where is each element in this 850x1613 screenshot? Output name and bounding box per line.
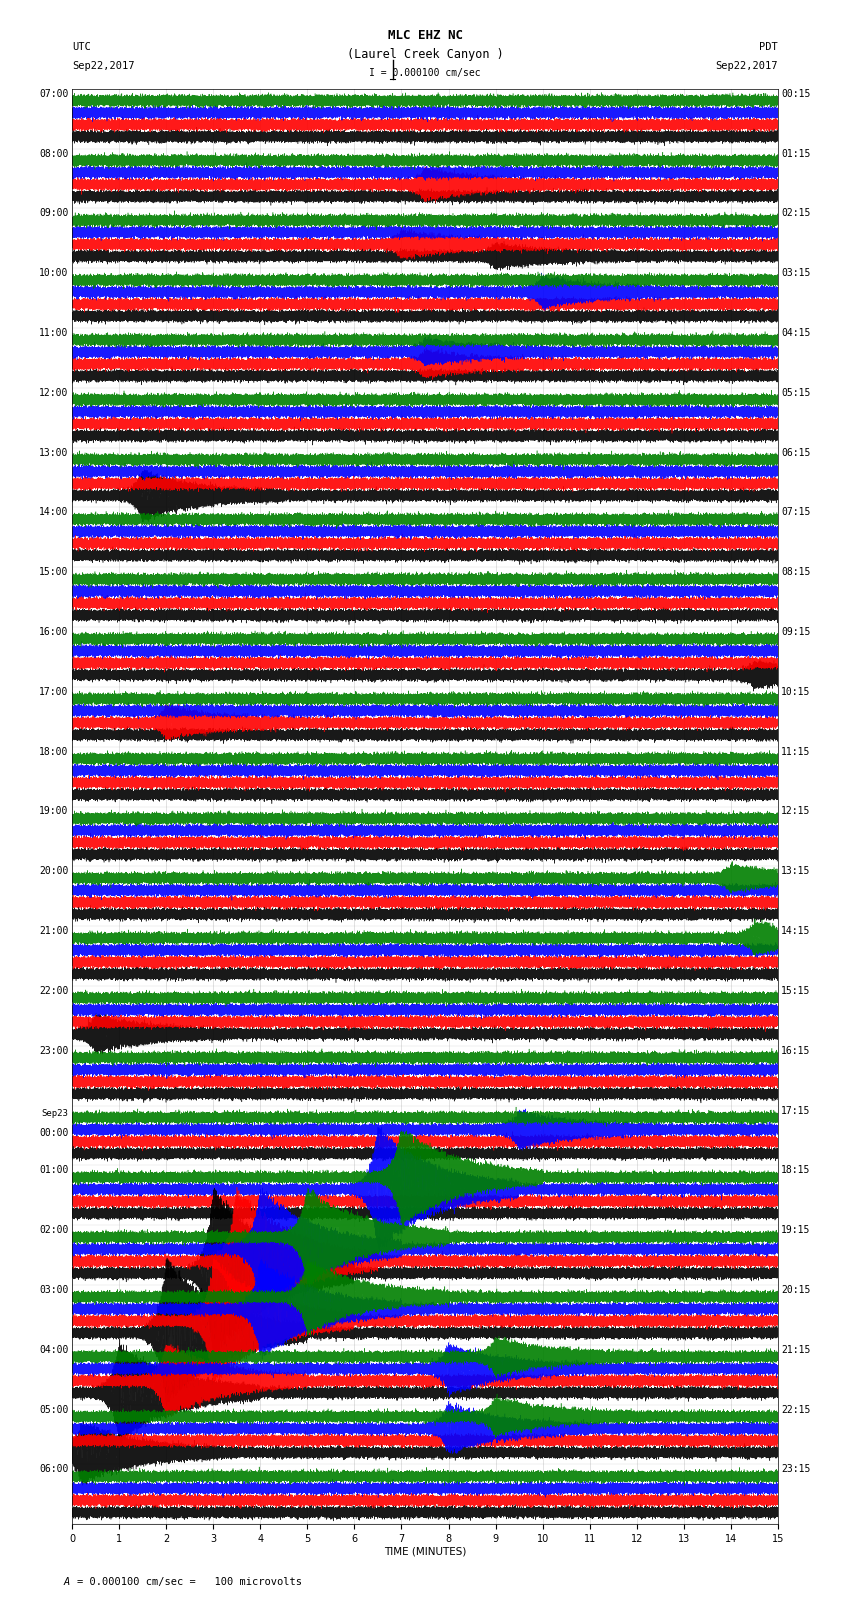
Text: 07:15: 07:15 xyxy=(781,508,811,518)
Text: 01:15: 01:15 xyxy=(781,148,811,158)
Text: 23:00: 23:00 xyxy=(39,1045,69,1057)
Text: 07:00: 07:00 xyxy=(39,89,69,98)
Text: UTC: UTC xyxy=(72,42,91,52)
Text: 05:15: 05:15 xyxy=(781,387,811,398)
Text: 01:00: 01:00 xyxy=(39,1165,69,1176)
Text: 00:15: 00:15 xyxy=(781,89,811,98)
Text: 17:15: 17:15 xyxy=(781,1105,811,1116)
Text: 19:15: 19:15 xyxy=(781,1226,811,1236)
Text: PDT: PDT xyxy=(759,42,778,52)
Text: 20:15: 20:15 xyxy=(781,1286,811,1295)
Text: MLC EHZ NC: MLC EHZ NC xyxy=(388,29,462,42)
Text: 08:00: 08:00 xyxy=(39,148,69,158)
Text: 14:15: 14:15 xyxy=(781,926,811,936)
Text: 18:00: 18:00 xyxy=(39,747,69,756)
Text: 23:15: 23:15 xyxy=(781,1465,811,1474)
Text: 11:15: 11:15 xyxy=(781,747,811,756)
Text: 13:15: 13:15 xyxy=(781,866,811,876)
Text: 12:00: 12:00 xyxy=(39,387,69,398)
Text: 05:00: 05:00 xyxy=(39,1405,69,1415)
X-axis label: TIME (MINUTES): TIME (MINUTES) xyxy=(384,1547,466,1557)
Text: 02:15: 02:15 xyxy=(781,208,811,218)
Text: 15:00: 15:00 xyxy=(39,568,69,577)
Text: 02:00: 02:00 xyxy=(39,1226,69,1236)
Text: 03:00: 03:00 xyxy=(39,1286,69,1295)
Text: 10:00: 10:00 xyxy=(39,268,69,277)
Text: 12:15: 12:15 xyxy=(781,806,811,816)
Text: 20:00: 20:00 xyxy=(39,866,69,876)
Text: I = 0.000100 cm/sec: I = 0.000100 cm/sec xyxy=(369,68,481,77)
Text: 10:15: 10:15 xyxy=(781,687,811,697)
Text: 14:00: 14:00 xyxy=(39,508,69,518)
Text: 15:15: 15:15 xyxy=(781,986,811,995)
Text: 09:15: 09:15 xyxy=(781,627,811,637)
Text: 08:15: 08:15 xyxy=(781,568,811,577)
Text: 22:15: 22:15 xyxy=(781,1405,811,1415)
Text: 21:15: 21:15 xyxy=(781,1345,811,1355)
Text: 18:15: 18:15 xyxy=(781,1165,811,1176)
Text: 16:00: 16:00 xyxy=(39,627,69,637)
Text: 09:00: 09:00 xyxy=(39,208,69,218)
Text: = 0.000100 cm/sec =   100 microvolts: = 0.000100 cm/sec = 100 microvolts xyxy=(76,1578,302,1587)
Text: 19:00: 19:00 xyxy=(39,806,69,816)
Text: 04:15: 04:15 xyxy=(781,327,811,339)
Text: 21:00: 21:00 xyxy=(39,926,69,936)
Text: 04:00: 04:00 xyxy=(39,1345,69,1355)
Text: 11:00: 11:00 xyxy=(39,327,69,339)
Text: 00:00: 00:00 xyxy=(39,1129,69,1139)
Text: 16:15: 16:15 xyxy=(781,1045,811,1057)
Text: 13:00: 13:00 xyxy=(39,448,69,458)
Text: Sep22,2017: Sep22,2017 xyxy=(72,61,135,71)
Text: 06:00: 06:00 xyxy=(39,1465,69,1474)
Text: (Laurel Creek Canyon ): (Laurel Creek Canyon ) xyxy=(347,48,503,61)
Text: 03:15: 03:15 xyxy=(781,268,811,277)
Text: Sep23: Sep23 xyxy=(42,1108,69,1118)
Text: Sep22,2017: Sep22,2017 xyxy=(715,61,778,71)
Text: A: A xyxy=(64,1578,70,1587)
Text: 22:00: 22:00 xyxy=(39,986,69,995)
Text: 06:15: 06:15 xyxy=(781,448,811,458)
Text: 17:00: 17:00 xyxy=(39,687,69,697)
